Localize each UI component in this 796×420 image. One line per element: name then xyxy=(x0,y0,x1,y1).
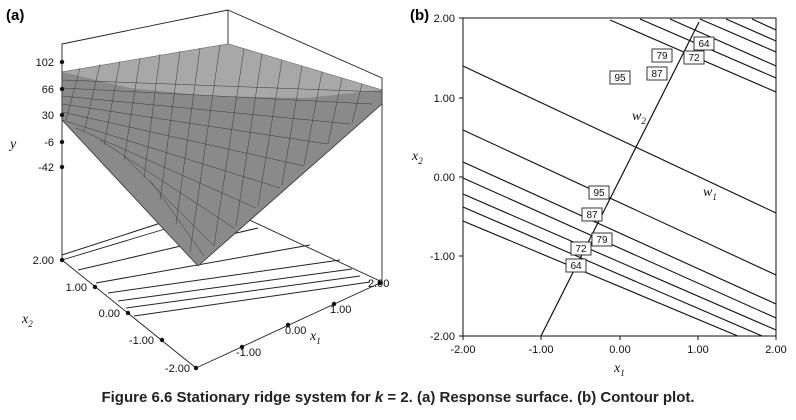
svg-text:72: 72 xyxy=(688,53,700,64)
contour-label: 79 xyxy=(591,232,613,247)
contour-label: 87 xyxy=(581,207,603,222)
contour-label: 79 xyxy=(651,48,673,63)
caption-prefix: Figure 6.6 Stationary ridge system for xyxy=(101,389,375,406)
x2-axis: 2.00 1.00 0.00 -1.00 -2.00 x2 xyxy=(21,255,199,375)
y-tick: -1.00 xyxy=(430,251,455,263)
x-tick: 1.00 xyxy=(687,344,708,356)
svg-text:79: 79 xyxy=(656,51,668,62)
contour-tick-marks xyxy=(459,17,777,340)
figure-caption: Figure 6.6 Stationary ridge system for k… xyxy=(0,389,796,406)
x-tick: 2.00 xyxy=(765,344,786,356)
x2-tick: 2.00 xyxy=(33,255,54,267)
contour-label: 72 xyxy=(683,50,705,65)
z-axis: 102 66 30 -6 -42 y xyxy=(8,57,65,174)
z-tick: 30 xyxy=(42,110,54,122)
w1-label: w1 xyxy=(703,185,717,202)
panel-a-label: (a) xyxy=(6,7,24,24)
z-axis-label: y xyxy=(8,137,17,152)
x2-tick: 1.00 xyxy=(66,282,87,294)
svg-text:95: 95 xyxy=(614,73,626,84)
x2-axis-label: x2 xyxy=(21,312,33,329)
x1-axis-label: x1 xyxy=(309,329,321,346)
response-surface xyxy=(61,43,383,267)
figure: (a) xyxy=(6,7,787,378)
z-tick: -6 xyxy=(44,137,54,149)
x1-tick: -1.00 xyxy=(236,347,261,359)
contour-y-label: x2 xyxy=(411,149,423,166)
x1-tick: 0.00 xyxy=(285,325,306,337)
contour-label: 64 xyxy=(693,36,715,51)
x1-tick: 1.00 xyxy=(330,304,351,316)
z-tick: 66 xyxy=(42,84,54,96)
svg-text:64: 64 xyxy=(570,261,582,272)
y-tick: 1.00 xyxy=(434,93,455,105)
svg-text:95: 95 xyxy=(593,188,605,199)
z-tick: -42 xyxy=(38,162,54,174)
x1-axis: -1.00 0.00 1.00 2.00 x1 xyxy=(236,278,389,359)
contour-label: 87 xyxy=(646,66,668,81)
contour-plot-area xyxy=(462,17,777,337)
contour-label: 72 xyxy=(570,241,592,256)
x-tick: -2.00 xyxy=(450,344,475,356)
x-tick: -1.00 xyxy=(528,344,553,356)
panel-b-label: (b) xyxy=(410,7,429,24)
contour-label: 95 xyxy=(588,185,610,200)
y-tick: 0.00 xyxy=(434,172,455,184)
contour-lines xyxy=(463,18,776,336)
contour-label: 64 xyxy=(565,258,587,273)
w2-axis-line xyxy=(540,21,700,337)
caption-suffix: = 2. (a) Response surface. (b) Contour p… xyxy=(383,389,695,406)
z-tick: 102 xyxy=(36,57,54,69)
svg-text:87: 87 xyxy=(586,210,598,221)
x2-tick: 0.00 xyxy=(99,308,120,320)
x-tick: 0.00 xyxy=(609,344,630,356)
svg-text:64: 64 xyxy=(698,39,710,50)
x2-tick: -2.00 xyxy=(165,363,190,375)
x1-tick: 2.00 xyxy=(368,278,389,290)
w2-label: w2 xyxy=(632,109,646,126)
svg-text:72: 72 xyxy=(575,244,587,255)
contour-labels: 64 79 72 95 87 95 87 79 72 64 xyxy=(565,36,715,273)
contour-x-label: x1 xyxy=(613,361,625,378)
contour-label: 95 xyxy=(609,70,631,85)
y-tick: -2.00 xyxy=(430,331,455,343)
caption-k: k xyxy=(374,389,384,406)
y-tick: 2.00 xyxy=(434,13,455,25)
panel-a: (a) xyxy=(6,7,389,375)
svg-text:87: 87 xyxy=(651,69,663,80)
x2-tick: -1.00 xyxy=(129,335,154,347)
panel-b: (b) w2 w1 64 79 72 95 xyxy=(410,7,787,378)
svg-text:79: 79 xyxy=(596,235,608,246)
